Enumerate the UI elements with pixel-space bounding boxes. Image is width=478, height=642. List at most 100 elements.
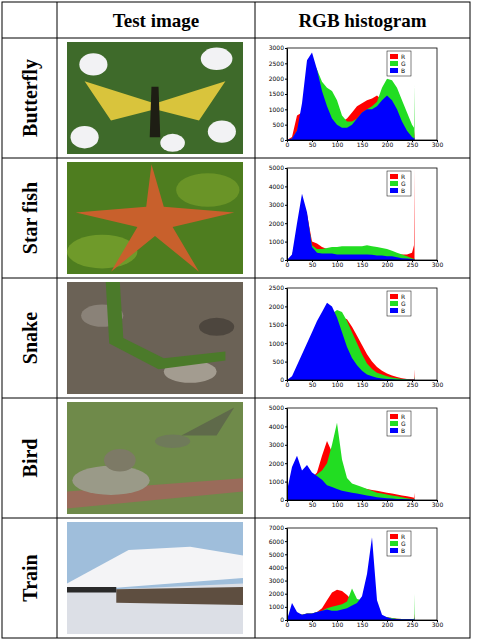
image-shape [201,48,233,70]
image-background [67,402,243,514]
x-tick-label: 50 [309,381,317,388]
plot-frame [287,408,437,500]
y-tick: 2000 [269,303,287,310]
x-tick: 150 [357,140,369,148]
figure: Test imageRGB histogramButterflyStar fis… [0,0,478,642]
legend-label: R [401,413,405,420]
y-tick: 1000 [269,478,287,485]
histogram-chart: 0501001502002503000500100015002000250030… [269,44,444,148]
x-tick-label: 0 [286,141,290,148]
legend-swatch [390,294,398,299]
x-axis: 050100150200250300 [286,260,444,268]
y-tick-label: 3000 [269,441,284,448]
y-tick-mark [285,48,287,49]
legend-label: R [401,173,405,180]
y-tick-mark [285,581,287,582]
plot-background [287,288,437,380]
y-tick-label: 1500 [269,321,284,328]
y-tick-mark [285,362,287,363]
image-shape [150,87,161,137]
image-background [67,162,243,274]
x-tick-label: 300 [432,381,444,388]
y-tick: 2000 [269,590,287,597]
y-tick: 6000 [269,538,287,545]
y-tick: 0 [280,136,287,143]
histogram-series [287,53,415,140]
x-tick: 300 [432,140,444,148]
y-tick-label: 0 [280,616,284,623]
image-shape [106,282,226,369]
x-tick-label: 100 [332,381,344,388]
x-tick-label: 200 [382,261,394,268]
x-tick: 250 [407,140,419,148]
legend: RGB [387,171,411,196]
y-tick-label: 1000 [269,340,284,347]
y-tick-mark [285,607,287,608]
x-tick: 100 [332,140,344,148]
y-tick: 7000 [269,524,287,531]
legend-swatch [390,421,398,426]
image-shape [176,173,239,207]
y-tick-mark [285,620,287,621]
y-tick: 3000 [269,201,287,208]
x-tick: 150 [357,260,369,268]
legend-swatch [390,54,398,59]
image-shape [79,53,107,75]
row-rule [2,158,470,159]
row-rule [2,518,470,519]
row-rule [2,38,470,39]
x-tick: 100 [332,260,344,268]
x-axis: 050100150200250300 [286,620,444,628]
row-label: Butterfly [19,59,42,137]
legend-box [387,171,411,196]
row-label: Bird [19,439,41,478]
y-tick-mark [285,125,287,126]
x-axis: 050100150200250300 [286,500,444,508]
legend-label: R [401,293,405,300]
x-tick: 200 [382,140,394,148]
legend-swatch [390,534,398,539]
y-axis-line [287,529,288,621]
legend-box [387,411,411,436]
y-tick-mark [285,109,287,110]
legend-box [387,291,411,316]
test-image [67,282,243,394]
y-tick: 0 [280,256,287,263]
y-tick-label: 0 [280,496,284,503]
row-label: Star fish [19,182,41,254]
x-tick-label: 150 [357,381,369,388]
histogram-series [287,537,415,620]
y-tick: 0 [280,616,287,623]
legend-swatch [390,174,398,179]
y-tick: 1500 [269,321,287,328]
y-tick: 5000 [269,404,287,411]
y-tick-label: 4000 [269,564,284,571]
legend-swatch [390,181,398,186]
x-tick: 100 [332,500,344,508]
x-tick: 100 [332,620,344,628]
y-tick-label: 5000 [269,404,284,411]
legend-swatch [390,428,398,433]
y-tick-mark [285,463,287,464]
y-tick-label: 4000 [269,423,284,430]
y-tick: 3000 [269,441,287,448]
x-tick-label: 200 [382,141,394,148]
image-shape [155,434,190,447]
y-tick-label: 7000 [269,524,284,531]
plot-area [287,537,415,620]
y-axis-line [287,49,288,141]
x-tick: 50 [309,140,317,148]
x-tick-label: 150 [357,501,369,508]
test-image [67,42,243,154]
x-tick-label: 250 [407,381,419,388]
y-tick: 1500 [269,90,287,97]
y-tick: 1000 [269,603,287,610]
y-tick: 4000 [269,564,287,571]
y-tick-mark [285,186,287,187]
x-tick-label: 300 [432,141,444,148]
legend-swatch [390,68,398,73]
histogram-series [287,168,415,260]
y-tick-mark [285,500,287,501]
x-tick: 0 [286,380,290,388]
legend: RGB [387,411,411,436]
